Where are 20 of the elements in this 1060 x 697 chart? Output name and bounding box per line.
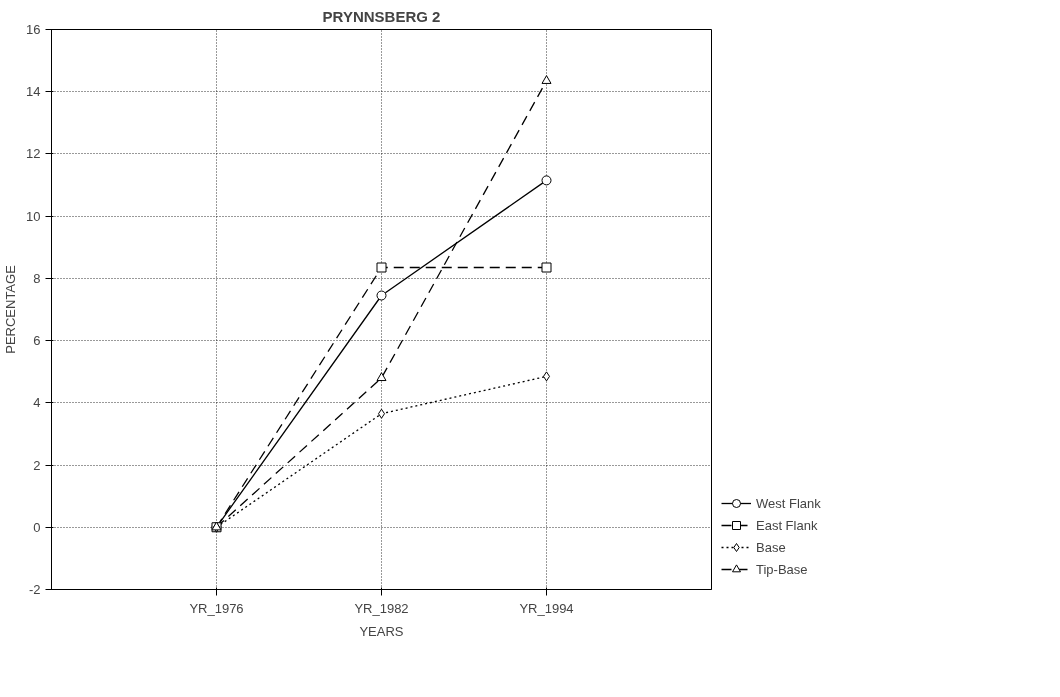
y-tick-label: 4 <box>33 395 41 411</box>
y-tick-label: -2 <box>28 582 41 597</box>
x-tick-label: YR_1976 <box>189 600 244 616</box>
y-tick-label: 10 <box>26 208 41 224</box>
y-tick-label: 2 <box>33 457 41 473</box>
y-tick-label: 16 <box>26 22 41 37</box>
y-tick-label: 6 <box>33 333 41 349</box>
legend-label: Tip-Base <box>756 561 808 577</box>
y-tick-label: 12 <box>26 146 41 162</box>
legend-label: East Flank <box>756 517 818 533</box>
x-tick-label: YR_1994 <box>519 600 574 616</box>
legend-label: West Flank <box>756 495 821 511</box>
x-axis-title: YEARS <box>359 623 404 639</box>
x-tick-label: YR_1982 <box>354 600 409 616</box>
legend-label: Base <box>756 539 786 555</box>
y-axis-title: PERCENTAGE <box>3 264 19 354</box>
chart-title: PRYNNSBERG 2 <box>322 7 441 25</box>
y-tick-label: 14 <box>26 84 41 100</box>
y-tick-label: 0 <box>33 519 41 535</box>
y-tick-label: 8 <box>33 270 41 286</box>
